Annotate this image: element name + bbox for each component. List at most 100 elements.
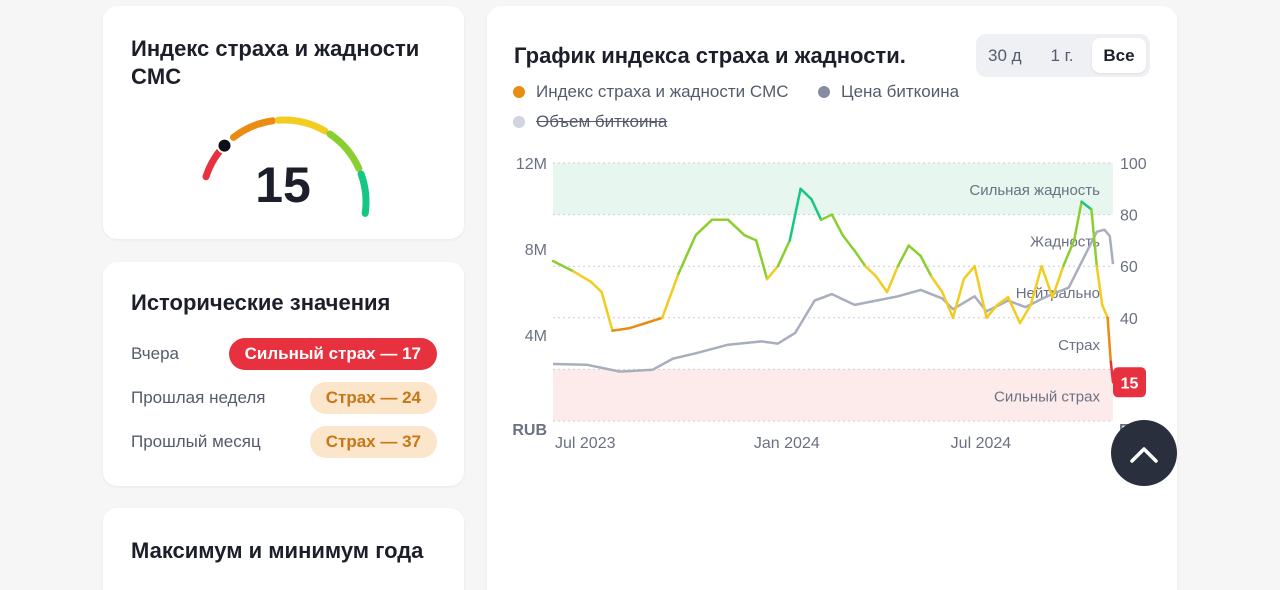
fear-greed-line-segment (644, 316, 664, 325)
fear-greed-line-segment (1072, 200, 1083, 242)
fear-greed-line-segment (765, 264, 780, 281)
x-axis-tick: Jan 2024 (754, 435, 820, 452)
hist-label-last-week: Прошлая неделя (131, 388, 266, 407)
fear-greed-line-segment (896, 244, 910, 268)
range-30d-button[interactable]: 30 д (988, 46, 1022, 65)
gauge-pointer (216, 137, 233, 154)
current-value-text: 15 (1121, 375, 1139, 392)
legend-btc-price[interactable]: Цена биткоина (818, 82, 959, 102)
zone-label: Страх (1058, 337, 1100, 354)
fear-greed-line-segment (726, 218, 746, 237)
fear-greed-line-segment (551, 259, 575, 273)
year-high-low-card: Максимум и минимум года (103, 508, 464, 590)
legend-label-btc-volume: Объем биткоина (536, 112, 668, 131)
fear-greed-line-segment (962, 264, 976, 281)
hist-row-yesterday: Вчера Сильный страх — 17 (131, 338, 437, 370)
fear-greed-line-segment (853, 249, 867, 268)
fear-greed-line-segment (1029, 264, 1043, 307)
fear-greed-line-segment (830, 213, 844, 237)
legend-dot-icon (513, 86, 525, 98)
right-axis-tick: 40 (1120, 311, 1138, 328)
current-value-marker: 15 (1113, 367, 1146, 398)
year-title: Максимум и минимум года (131, 538, 424, 563)
hist-badge-last-month: Страх — 37 (309, 426, 437, 458)
left-axis-tick: 8M (525, 242, 547, 259)
fear-greed-line-segment (819, 213, 834, 222)
x-axis-tick: Jul 2024 (951, 435, 1012, 452)
legend-dot-icon (513, 116, 525, 128)
fear-greed-line-segment (788, 187, 802, 242)
fear-greed-line-segment (973, 264, 988, 320)
range-1y-button[interactable]: 1 г. (1050, 46, 1074, 65)
gauge-segment (357, 170, 370, 217)
legend-label-fear-greed: Индекс страха и жадности CMC (536, 82, 789, 101)
gauge-segment (230, 117, 277, 141)
left-axis-tick: 4M (525, 328, 547, 345)
fear-greed-line-segment (1100, 303, 1109, 320)
fear-greed-line-segment (810, 197, 823, 222)
fear-greed-line-segment (600, 290, 614, 332)
fear-greed-line-segment (841, 233, 856, 252)
hist-label-yesterday: Вчера (131, 344, 179, 363)
gauge-title: Индекс страха и жадности CMC (131, 36, 420, 89)
fear-greed-line-segment (940, 290, 955, 320)
gauge-meter: 15 (202, 116, 370, 217)
gauge-card: Индекс страха и жадности CMC 15 (103, 6, 464, 239)
fear-greed-line-segment (799, 187, 813, 201)
fear-greed-line-segment (743, 233, 758, 242)
zone-band (553, 163, 1113, 215)
fear-greed-line-segment (1080, 200, 1093, 211)
zone-label: Жадность (1030, 234, 1100, 251)
zone-label: Сильная жадность (969, 182, 1100, 199)
fear-greed-line-segment (1051, 264, 1065, 299)
legend-btc-volume[interactable]: Объем биткоина (513, 112, 667, 132)
hist-badge-last-week: Страх — 24 (309, 382, 437, 414)
fear-greed-line-segment (996, 295, 1010, 307)
fear-greed-line-segment (1090, 208, 1099, 268)
fear-greed-line-segment (907, 244, 922, 258)
right-axis-tick: 60 (1120, 259, 1138, 276)
fear-greed-line-segment (776, 239, 792, 268)
fear-greed-line-segment (1018, 303, 1033, 325)
btc-price-line (552, 228, 1115, 373)
fear-greed-line-segment (694, 218, 714, 237)
gauge-segment (274, 116, 329, 135)
right-axis-tick: 80 (1120, 208, 1138, 225)
gauge-segment (326, 130, 363, 173)
fear-greed-line-segment (864, 264, 878, 278)
hist-badge-yesterday: Сильный страх — 17 (228, 338, 437, 370)
left-axis-tick: 12M (516, 156, 547, 173)
zone-label: Нейтрально (1016, 285, 1100, 302)
left-axis-label: RUB (512, 422, 547, 439)
fear-greed-line-segment (660, 272, 680, 320)
chevron-up-icon (1130, 447, 1158, 463)
range-all-button[interactable]: Все (1092, 38, 1146, 73)
fear-greed-line-segment (611, 326, 632, 332)
fear-greed-line-segment (885, 264, 900, 294)
fear-greed-line-segment (1040, 264, 1054, 299)
fear-greed-line-segment (985, 303, 999, 320)
fear-greed-line-segment (930, 275, 944, 294)
fear-greed-line-segment (572, 270, 593, 283)
hist-label-last-month: Прошлый месяц (131, 432, 261, 451)
fear-greed-line-segment (951, 277, 966, 320)
gauge-value: 15 (255, 157, 311, 213)
historical-values-card: Исторические значения Вчера Сильный стра… (103, 262, 464, 486)
zone-band (553, 369, 1113, 421)
fear-greed-line-segment (919, 254, 933, 278)
fear-greed-line-segment (1109, 360, 1115, 384)
fear-greed-line-segment (754, 239, 769, 281)
fear-greed-line-segment (1006, 295, 1022, 325)
hist-row-last-week: Прошлая неделя Страх — 24 (131, 382, 437, 414)
scroll-to-top-button[interactable] (1111, 420, 1177, 486)
right-axis-tick: 100 (1120, 156, 1147, 173)
chart-card: График индекса страха и жадности. 30 д 1… (487, 6, 1177, 590)
fear-greed-line-segment (589, 280, 603, 294)
chart-title: График индекса страха и жадности. (514, 43, 906, 68)
legend-fear-greed[interactable]: Индекс страха и жадности CMC (513, 82, 789, 102)
hist-row-last-month: Прошлый месяц Страх — 37 (131, 426, 437, 458)
fear-greed-line-segment (677, 233, 697, 276)
x-axis-tick: Jul 2023 (555, 435, 616, 452)
fear-greed-line-segment (1095, 264, 1104, 307)
zone-label: Сильный страх (994, 388, 1100, 405)
